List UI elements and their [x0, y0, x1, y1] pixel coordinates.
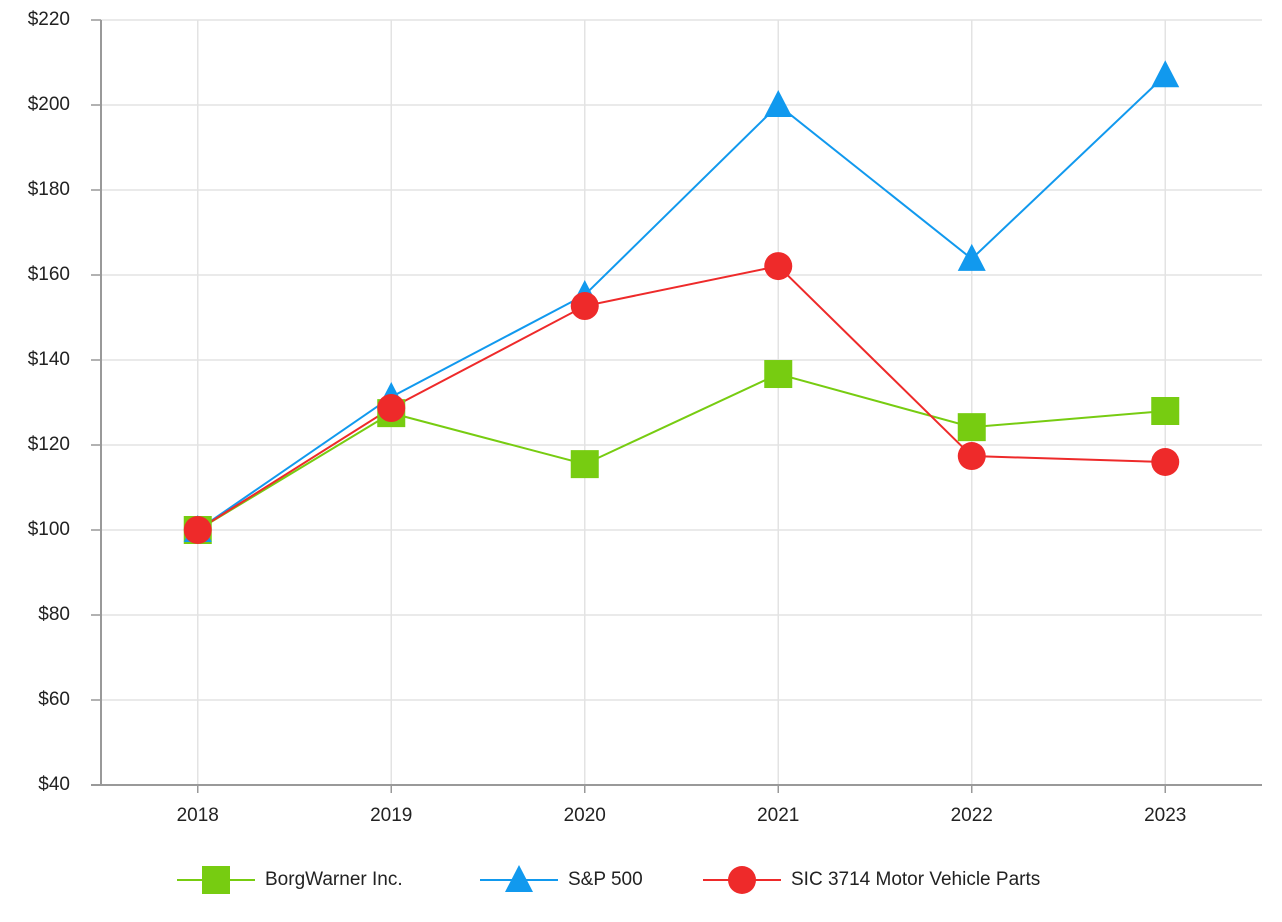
- x-tick-label: 2021: [757, 805, 799, 826]
- x-tick-label: 2019: [370, 805, 412, 826]
- y-tick-label: $160: [28, 264, 70, 285]
- legend-marker: [202, 866, 230, 894]
- x-tick-label: 2023: [1144, 805, 1186, 826]
- y-tick-label: $220: [28, 9, 70, 30]
- x-tick-label: 2022: [951, 805, 993, 826]
- point-marker: [183, 516, 212, 544]
- legend-label: BorgWarner Inc.: [265, 869, 403, 890]
- legend-label: SIC 3714 Motor Vehicle Parts: [791, 869, 1040, 890]
- y-tick-label: $180: [28, 179, 70, 200]
- x-tick-label: 2018: [177, 805, 219, 826]
- point-marker: [1151, 448, 1180, 476]
- point-marker: [957, 243, 986, 271]
- x-tick-label: 2020: [564, 805, 606, 826]
- point-marker: [570, 292, 599, 321]
- point-marker: [1151, 397, 1180, 425]
- series-line: [197, 372, 1166, 531]
- point-marker: [764, 360, 793, 389]
- point-marker: [764, 90, 793, 117]
- y-tick-label: $80: [38, 604, 70, 625]
- point-marker: [957, 413, 986, 442]
- y-tick-label: $60: [38, 689, 70, 710]
- legend-marker: [505, 865, 533, 892]
- y-tick-label: $120: [28, 434, 70, 455]
- legend-label: S&P 500: [568, 869, 643, 890]
- series-line: [197, 264, 1166, 531]
- legend-marker: [728, 866, 756, 894]
- y-tick-label: $140: [28, 349, 70, 370]
- y-tick-label: $100: [28, 519, 70, 540]
- series-line: [197, 74, 1166, 531]
- point-marker: [764, 252, 793, 281]
- y-tick-label: $40: [38, 774, 70, 795]
- point-marker: [957, 442, 986, 471]
- point-marker: [1151, 60, 1180, 88]
- point-marker: [570, 450, 599, 479]
- point-marker: [377, 394, 406, 423]
- y-tick-label: $200: [28, 94, 70, 115]
